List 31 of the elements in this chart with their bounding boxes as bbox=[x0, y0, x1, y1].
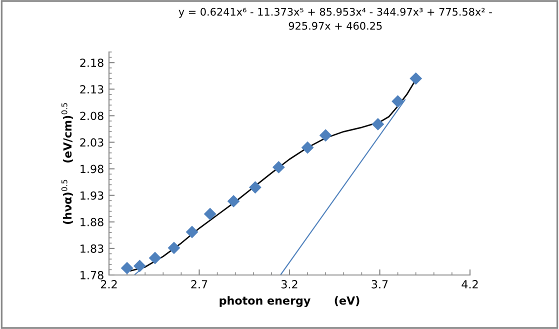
x-axis-title: photon energy (eV) bbox=[220, 296, 360, 308]
y-tick-label: 1.93 bbox=[80, 191, 104, 200]
point bbox=[227, 194, 240, 208]
x-tick-label: 4.2 bbox=[462, 280, 478, 288]
y-tick-label: 1.78 bbox=[80, 270, 104, 280]
point bbox=[372, 118, 384, 130]
text: y = 0.6241x⁶ - 11.373x⁵ + 85.953x⁴ - 344.97x³ + 775.58x² - 925.97x + 460.25 bbox=[178, 8, 492, 30]
text: (hνα)$^{0.5}$ (eV/cm)$^{0.5}$ bbox=[61, 103, 73, 224]
y-tick-label: 2.08 bbox=[80, 112, 104, 120]
x-tick-label: 3.2 bbox=[282, 280, 298, 288]
y-tick-label: 1.98 bbox=[80, 164, 104, 174]
point bbox=[301, 141, 314, 154]
x-tick-label: 3.7 bbox=[372, 280, 388, 288]
point bbox=[133, 260, 146, 272]
x-tick-label: 2.7 bbox=[191, 280, 208, 288]
point bbox=[248, 181, 262, 194]
x-tick-label: 2.2 bbox=[100, 280, 117, 288]
y-tick-label: 2.18 bbox=[80, 58, 104, 67]
point bbox=[410, 72, 422, 85]
y-tick-label: 1.88 bbox=[80, 218, 104, 226]
point bbox=[186, 226, 198, 238]
y-tick-label: 2.03 bbox=[80, 138, 104, 147]
point bbox=[392, 95, 404, 108]
point bbox=[168, 242, 180, 254]
point bbox=[120, 262, 134, 274]
point bbox=[272, 161, 285, 174]
y-tick-label: 2.13 bbox=[80, 85, 104, 94]
y-tick-label: 1.83 bbox=[80, 244, 104, 253]
point bbox=[319, 129, 332, 142]
point bbox=[204, 208, 216, 220]
point bbox=[148, 252, 162, 264]
